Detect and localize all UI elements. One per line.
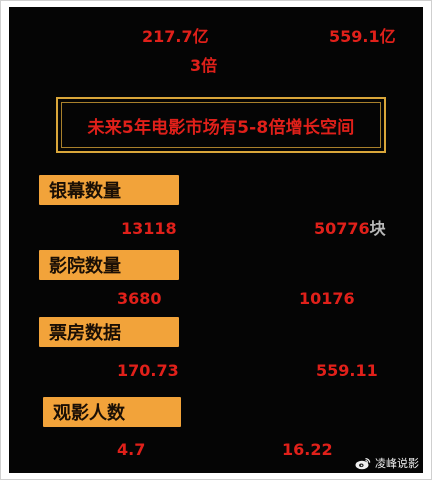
screen-count-unit: 块 bbox=[369, 219, 386, 238]
screen-count-left: 13118 bbox=[121, 219, 177, 238]
cinema-count-right: 10176 bbox=[299, 289, 355, 308]
headline-box: 未来5年电影市场有5-8倍增长空间 bbox=[56, 97, 386, 153]
label-screen-count: 银幕数量 bbox=[39, 175, 179, 205]
top-left-value: 217.7亿 bbox=[142, 27, 209, 46]
cinema-count-left: 3680 bbox=[117, 289, 162, 308]
audience-right: 16.22 bbox=[282, 440, 333, 459]
screen-count-right: 50776块 bbox=[314, 220, 386, 238]
watermark: 凌峰说影 bbox=[355, 455, 419, 471]
headline-inner-border: 未来5年电影市场有5-8倍增长空间 bbox=[61, 102, 381, 148]
audience-left: 4.7 bbox=[117, 440, 146, 459]
label-box-office: 票房数据 bbox=[39, 317, 179, 347]
label-audience: 观影人数 bbox=[43, 397, 181, 427]
screen-count-right-value: 50776 bbox=[314, 219, 370, 238]
weibo-icon bbox=[355, 457, 371, 469]
watermark-text: 凌峰说影 bbox=[375, 457, 419, 470]
label-cinema-count: 影院数量 bbox=[39, 250, 179, 280]
top-right-value: 559.1亿 bbox=[329, 27, 396, 46]
growth-multiplier: 3倍 bbox=[190, 56, 218, 75]
infographic-panel: 217.7亿 559.1亿 3倍 未来5年电影市场有5-8倍增长空间 银幕数量 … bbox=[9, 7, 423, 473]
box-office-right: 559.11 bbox=[316, 361, 378, 380]
headline-text: 未来5年电影市场有5-8倍增长空间 bbox=[87, 117, 355, 138]
box-office-left: 170.73 bbox=[117, 361, 179, 380]
